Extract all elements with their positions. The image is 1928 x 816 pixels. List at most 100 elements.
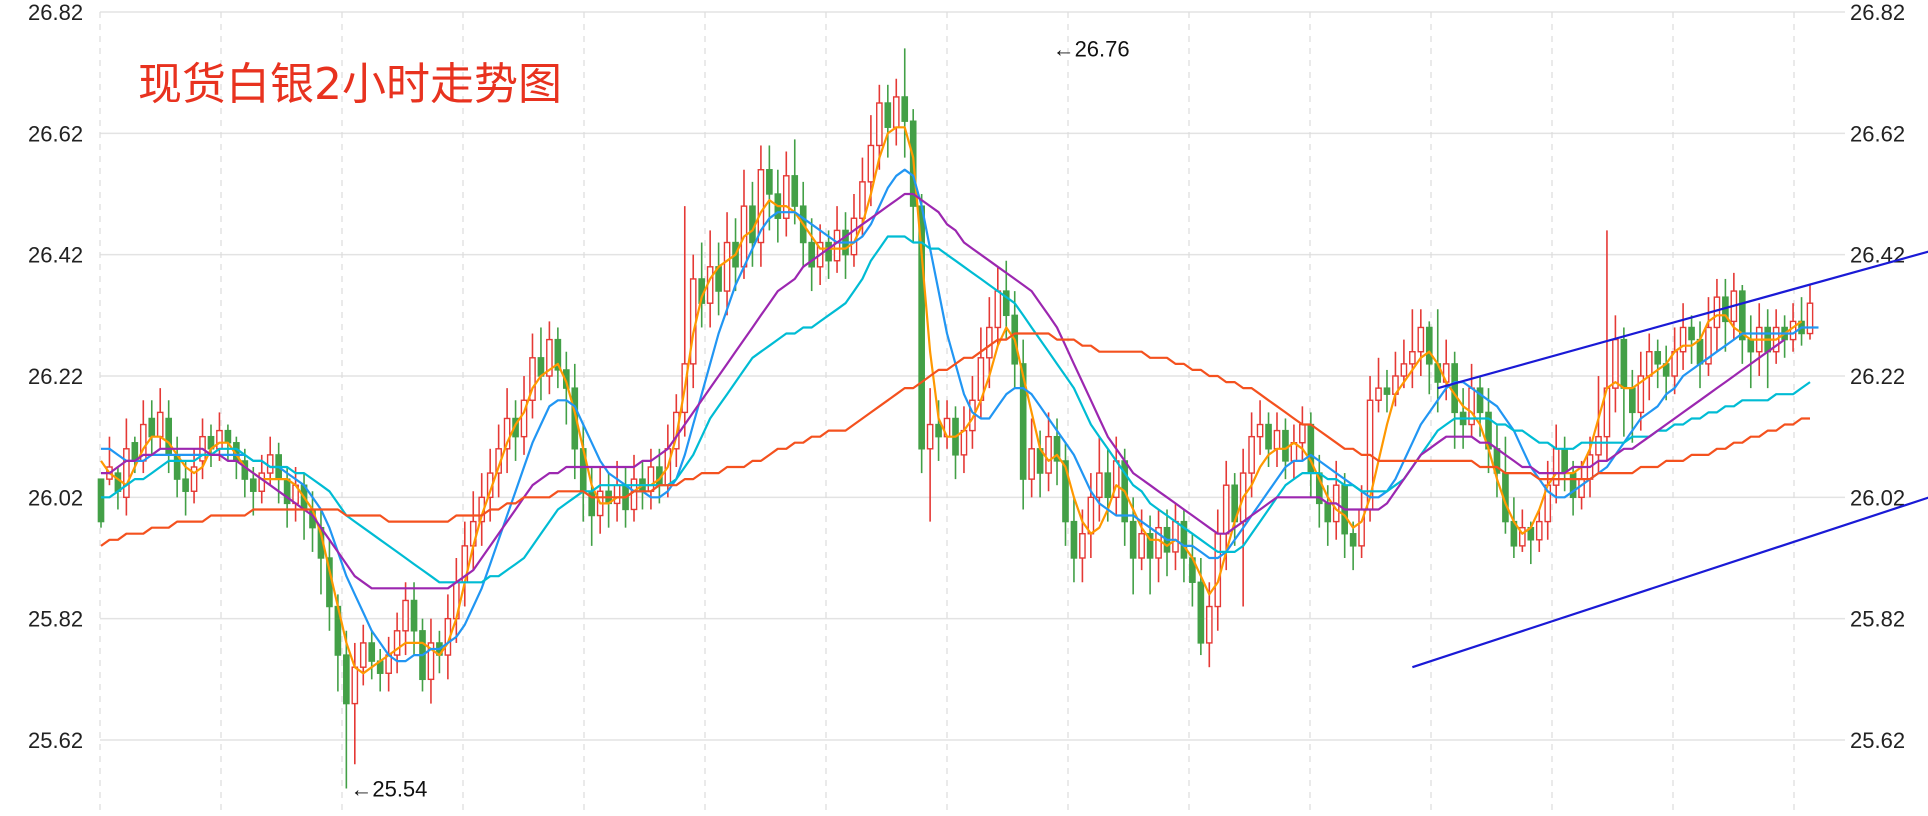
candle	[1383, 369, 1391, 413]
candle	[884, 84, 892, 158]
candle-body	[114, 472, 122, 492]
candle-body	[520, 399, 528, 438]
candle-body	[1806, 302, 1814, 335]
candle	[216, 412, 223, 461]
y-tick-label-left: 26.82	[28, 0, 83, 25]
candle	[1375, 357, 1382, 413]
candle	[1265, 412, 1272, 467]
candle	[123, 418, 130, 516]
candle-body	[1282, 429, 1289, 462]
candle-body	[986, 326, 993, 359]
candle	[343, 630, 350, 789]
candle	[723, 212, 731, 316]
candle	[901, 48, 909, 158]
candle-body	[1620, 338, 1628, 389]
candle	[1561, 436, 1568, 492]
candle	[537, 327, 545, 401]
candle	[994, 266, 1002, 346]
candle-body	[1053, 435, 1061, 462]
candle	[1747, 315, 1755, 389]
candle-body	[1070, 520, 1078, 559]
candle	[791, 139, 799, 225]
candle	[326, 539, 333, 631]
candle	[1214, 509, 1222, 631]
candle-body	[647, 466, 655, 492]
candle	[139, 400, 147, 474]
candle	[410, 582, 418, 656]
candle	[1028, 418, 1035, 498]
candle-body	[216, 429, 223, 450]
candle-body	[867, 144, 875, 183]
candle-body	[1637, 375, 1645, 414]
y-tick-label-left: 25.62	[28, 728, 83, 753]
candle-body	[1561, 448, 1568, 474]
candle	[292, 467, 299, 522]
candle	[1096, 436, 1103, 522]
y-tick-label-right: 25.82	[1850, 607, 1905, 632]
candle-body	[1248, 435, 1255, 474]
candle-body	[1273, 429, 1281, 450]
candle-body	[427, 642, 435, 681]
candle-body	[266, 454, 274, 474]
y-tick-label-right: 26.02	[1850, 485, 1905, 510]
candle	[546, 321, 553, 395]
candle-body	[723, 241, 731, 292]
candle-body	[1290, 442, 1298, 462]
candle	[173, 436, 181, 498]
candle	[1273, 412, 1281, 467]
candle-body	[1789, 320, 1797, 341]
y-tick-label-right: 26.22	[1850, 364, 1905, 389]
price-annotation: ←26.76	[1053, 36, 1130, 61]
candle	[512, 400, 519, 461]
candle-body	[1417, 326, 1425, 353]
candle-body	[791, 175, 799, 207]
candle	[766, 145, 773, 231]
candle-body	[554, 338, 562, 371]
candle	[892, 78, 900, 146]
candle	[1315, 454, 1323, 528]
candles	[97, 48, 1814, 789]
candle	[106, 436, 113, 486]
candle-body	[1375, 387, 1382, 401]
candle	[1654, 339, 1662, 389]
candle	[647, 448, 655, 510]
candle-body	[1172, 520, 1179, 553]
candle	[114, 467, 122, 510]
candle-body	[351, 666, 359, 705]
candle	[842, 212, 849, 279]
candle-body	[1535, 520, 1543, 541]
candle	[1129, 497, 1137, 595]
candle	[757, 145, 765, 267]
channel-upper-line	[1437, 250, 1928, 390]
candle	[368, 630, 376, 680]
candle	[1696, 321, 1704, 389]
candle-body	[630, 478, 638, 511]
candle	[1155, 509, 1162, 583]
candle	[1772, 309, 1780, 364]
candle	[571, 363, 579, 480]
ma-line-ma5	[100, 332, 1810, 547]
candle-body	[368, 642, 376, 662]
candle-body	[1679, 326, 1687, 353]
candle	[715, 242, 722, 316]
candle	[1138, 509, 1145, 571]
candle	[97, 478, 105, 528]
candle	[1781, 315, 1788, 358]
ma-line-ma2	[101, 168, 1819, 663]
candle	[317, 509, 325, 595]
candle	[1163, 509, 1171, 577]
candle	[605, 473, 612, 528]
candle-body	[892, 96, 900, 128]
candle	[249, 467, 257, 516]
ma-line-ma4	[101, 192, 1786, 590]
candle	[1679, 303, 1687, 370]
candle-body	[1595, 435, 1602, 456]
candle-body	[1645, 351, 1653, 377]
candle-body	[1214, 533, 1222, 608]
candle-body	[935, 423, 942, 438]
candle-body	[1045, 435, 1052, 474]
candle-body	[901, 96, 909, 122]
price-annotations: ←26.76 ←25.54	[350, 36, 1129, 801]
candle	[1290, 424, 1298, 480]
candle-body	[766, 169, 773, 195]
